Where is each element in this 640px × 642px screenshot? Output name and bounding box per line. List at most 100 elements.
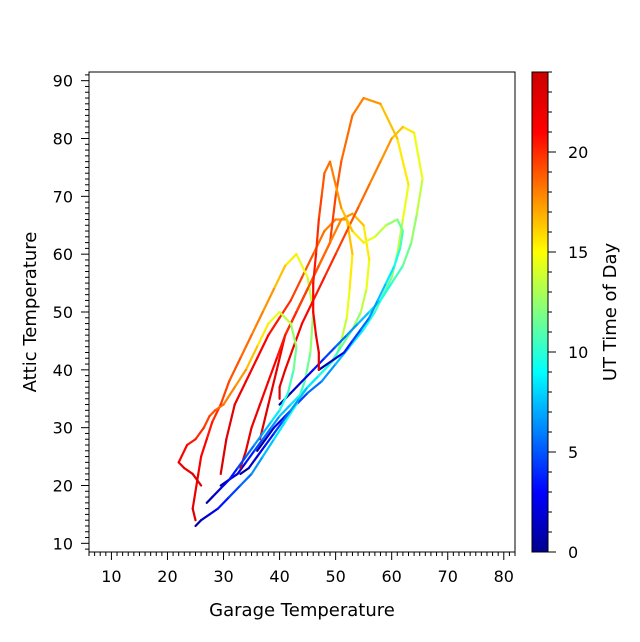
series-segment [183,467,194,476]
y-tick-label: 60 [53,245,73,264]
series-segment [345,218,354,256]
series-segment [289,397,301,412]
series-segment [312,276,326,302]
series-segment [359,316,371,331]
series-segment [348,328,365,348]
series-segment [261,287,276,314]
series-segment [356,310,371,325]
series-segment [292,345,298,371]
series-segment [368,299,379,319]
series-trace [312,160,404,371]
series-segment [267,316,281,337]
series-segment [267,310,281,325]
plot-frame [88,71,516,553]
series-segment [334,183,343,210]
series-segment [272,420,287,441]
y-axis-title: Attic Temperature [20,232,41,393]
series-segment [300,253,315,279]
series-segment [253,438,264,452]
series-segment [256,438,267,452]
series-segment [342,339,354,354]
series-segment [208,409,217,418]
series-segment [362,235,376,244]
colorbar-tick-label: 10 [568,343,588,362]
series-segment [258,380,270,406]
series-segment [345,287,351,319]
series-segment [396,137,410,186]
series-segment [345,322,360,337]
series-segment [362,224,371,262]
series-segment [244,345,259,371]
series-segment [202,414,211,429]
series-segment [214,403,225,412]
series-segment [289,322,298,348]
x-axis-title: Garage Temperature [209,600,395,621]
series-segment [228,357,242,383]
y-tick-label: 90 [53,72,73,91]
series-segment [185,438,197,447]
series-segment [328,218,343,244]
series-segment [284,403,298,423]
series-segment [362,310,376,331]
series-segment [379,102,399,140]
series-segment [194,472,200,493]
series-segment [390,125,404,140]
series-segment [320,172,326,198]
y-tick-label: 30 [53,419,73,438]
series-segment [191,507,197,522]
series-segment [415,177,424,215]
y-axis: 10 20 30 40 50 60 70 80 90 [53,72,89,553]
series-segment [312,310,318,337]
series-segment [272,414,287,429]
series-segment [390,264,404,285]
series-segment [295,253,309,279]
series-segment [398,229,404,250]
x-tick-label: 50 [325,567,345,586]
y-tick-label: 70 [53,187,73,206]
series-segment [278,391,290,412]
series-segment [306,380,323,395]
series-segment [256,443,267,458]
series-segment [191,490,197,510]
series-segment [239,334,253,360]
y-tick-label: 40 [53,361,73,380]
series-segment [275,334,287,360]
series-segment [200,513,211,522]
x-tick-label: 40 [269,567,289,586]
series-segment [191,472,203,487]
series-segment [216,495,231,510]
series-segment [393,247,402,267]
series-segment [205,420,214,441]
series-segment [401,125,416,134]
x-tick-label: 70 [438,567,458,586]
series-segment [205,495,214,504]
x-tick-label: 10 [101,567,121,586]
y-tick-label: 10 [53,534,73,553]
series-segment [284,253,298,267]
colorbar-axis: 0 5 10 15 20 [548,71,588,562]
series-segment [326,357,337,366]
series-segment [236,455,248,470]
series-segment [194,426,206,441]
series-segment [328,160,337,186]
series-segment [228,467,239,481]
series-segment [244,426,253,452]
series-segment [278,368,287,389]
series-segment [284,345,295,371]
series-segment [312,229,326,256]
series-segment [413,131,424,181]
series-segment [306,374,320,389]
series-segment [219,380,231,406]
series-segment [320,362,337,383]
colorbar-tick-label: 20 [568,143,588,162]
series-segment [340,114,354,163]
series-segment [250,403,262,429]
series-segment [362,96,382,105]
series-segment [410,212,419,244]
series-segment [317,362,332,377]
series-segment [267,368,278,406]
series-segment [384,264,396,285]
series-segment [340,316,348,343]
series-segment [401,241,413,267]
series-segment [253,432,264,447]
